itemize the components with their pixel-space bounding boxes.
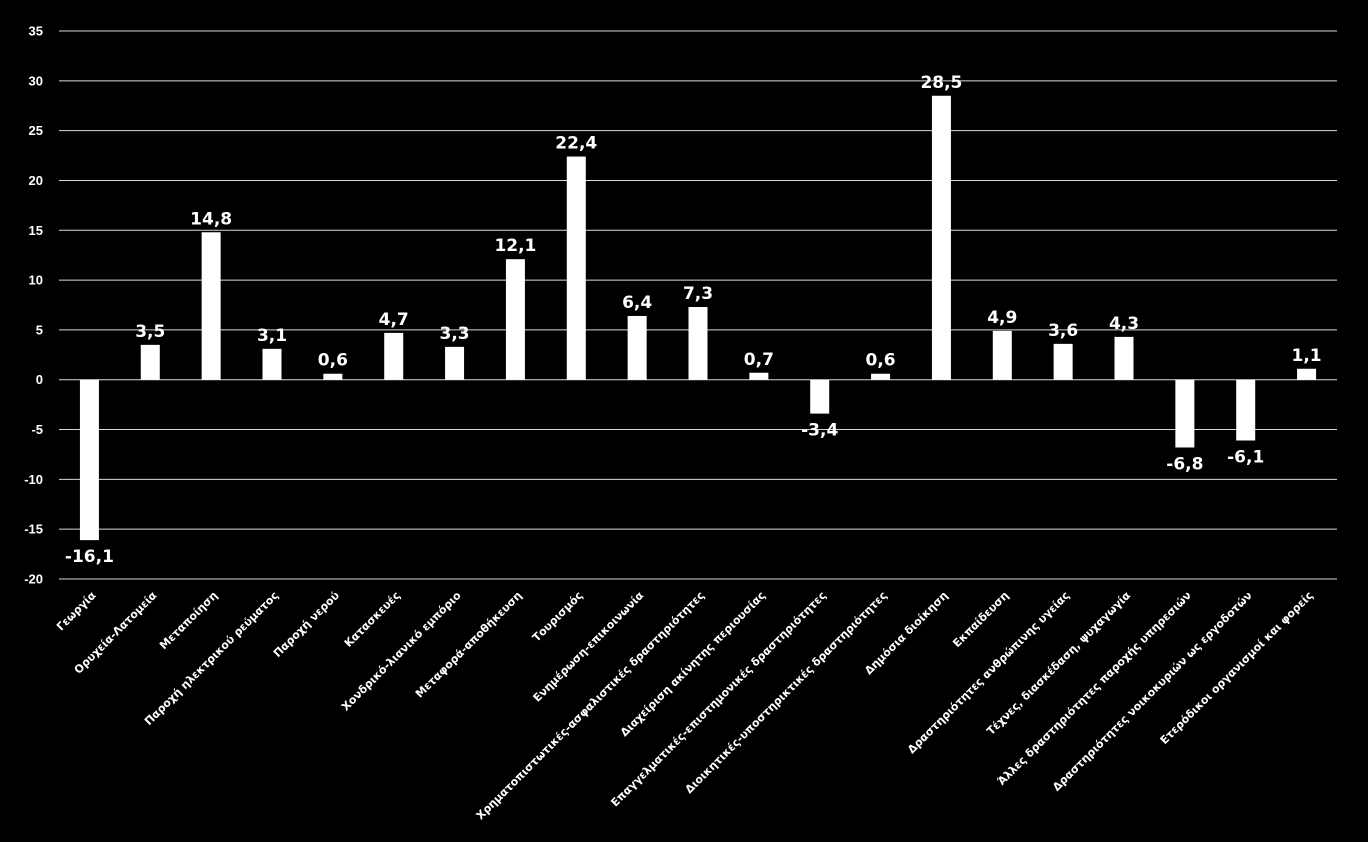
bar bbox=[992, 330, 1012, 380]
y-tick-label: -5 bbox=[31, 422, 43, 437]
data-label: 4,9 bbox=[987, 308, 1017, 328]
data-label: 7,3 bbox=[683, 284, 713, 304]
bar bbox=[262, 348, 282, 380]
bar bbox=[1236, 379, 1256, 441]
bar bbox=[323, 373, 343, 380]
data-label: 4,3 bbox=[1109, 314, 1139, 334]
bar bbox=[566, 156, 586, 380]
y-tick-label: 15 bbox=[29, 223, 43, 238]
data-label: 28,5 bbox=[920, 73, 962, 93]
y-tick-label: -10 bbox=[24, 472, 43, 487]
bar bbox=[931, 95, 951, 380]
bar bbox=[1114, 336, 1134, 380]
data-label: 3,3 bbox=[440, 324, 470, 344]
bar bbox=[749, 372, 769, 380]
data-label: 14,8 bbox=[190, 209, 232, 229]
bar bbox=[871, 373, 891, 380]
bar bbox=[79, 379, 99, 541]
data-labels: -16,1 3,5 14,8 3,1 0,6 4,7 3,3 12,1 22,4 6,4 7,3 0,… bbox=[65, 73, 1322, 567]
data-label: 4,7 bbox=[379, 310, 409, 330]
bar bbox=[505, 259, 525, 380]
bar bbox=[445, 346, 465, 380]
data-label: 12,1 bbox=[494, 236, 536, 256]
y-tick-label: 20 bbox=[29, 173, 43, 188]
data-label: 3,6 bbox=[1048, 321, 1078, 341]
y-axis: 35 30 25 20 15 10 5 0 -5 -10 -15 -20 bbox=[24, 24, 43, 587]
gridlines bbox=[59, 30, 1337, 580]
bars bbox=[79, 95, 1317, 541]
bar bbox=[140, 344, 160, 380]
data-label: -16,1 bbox=[65, 547, 114, 567]
data-label: 3,1 bbox=[257, 326, 287, 346]
data-label: 1,1 bbox=[1292, 346, 1322, 366]
data-label: -3,4 bbox=[801, 421, 838, 441]
bar bbox=[1053, 343, 1073, 380]
bar bbox=[810, 379, 830, 414]
data-label: 0,6 bbox=[866, 351, 896, 371]
y-tick-label: -20 bbox=[24, 572, 43, 587]
data-label: 22,4 bbox=[555, 134, 597, 154]
y-tick-label: 30 bbox=[29, 73, 43, 88]
y-tick-label: 35 bbox=[29, 24, 43, 39]
bar bbox=[384, 332, 404, 380]
bar bbox=[1175, 379, 1195, 448]
y-tick-label: 25 bbox=[29, 123, 43, 138]
bar bbox=[1297, 368, 1317, 380]
y-tick-label: -15 bbox=[24, 522, 43, 537]
bar bbox=[201, 232, 221, 380]
data-label: 3,5 bbox=[135, 322, 165, 342]
y-tick-label: 10 bbox=[29, 273, 43, 288]
bar bbox=[627, 315, 647, 380]
data-label: 0,7 bbox=[744, 350, 774, 370]
data-label: 0,6 bbox=[318, 351, 348, 371]
data-label: -6,8 bbox=[1166, 454, 1203, 474]
y-tick-label: 5 bbox=[36, 322, 43, 337]
data-label: 6,4 bbox=[622, 293, 652, 313]
y-tick-label: 0 bbox=[36, 372, 43, 387]
data-label: -6,1 bbox=[1227, 448, 1264, 468]
bar bbox=[688, 306, 708, 380]
